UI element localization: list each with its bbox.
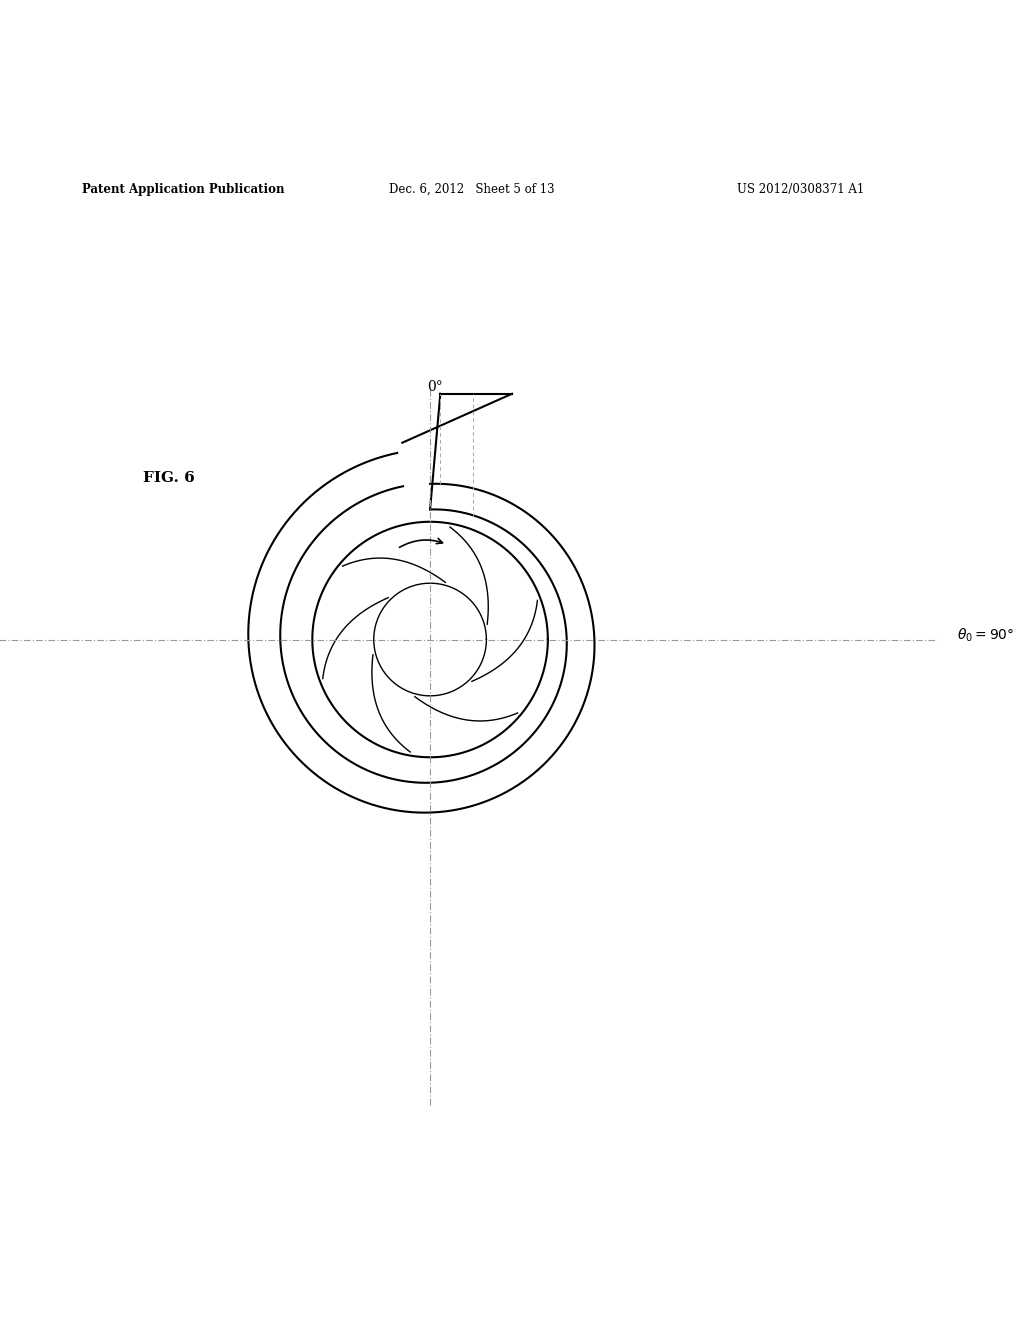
Text: Dec. 6, 2012   Sheet 5 of 13: Dec. 6, 2012 Sheet 5 of 13 [389,182,555,195]
Text: Patent Application Publication: Patent Application Publication [82,182,285,195]
Text: $\theta_0=90°$: $\theta_0=90°$ [957,627,1015,644]
Text: 0°: 0° [427,380,443,393]
Text: US 2012/0308371 A1: US 2012/0308371 A1 [737,182,864,195]
Text: FIG. 6: FIG. 6 [143,470,196,484]
